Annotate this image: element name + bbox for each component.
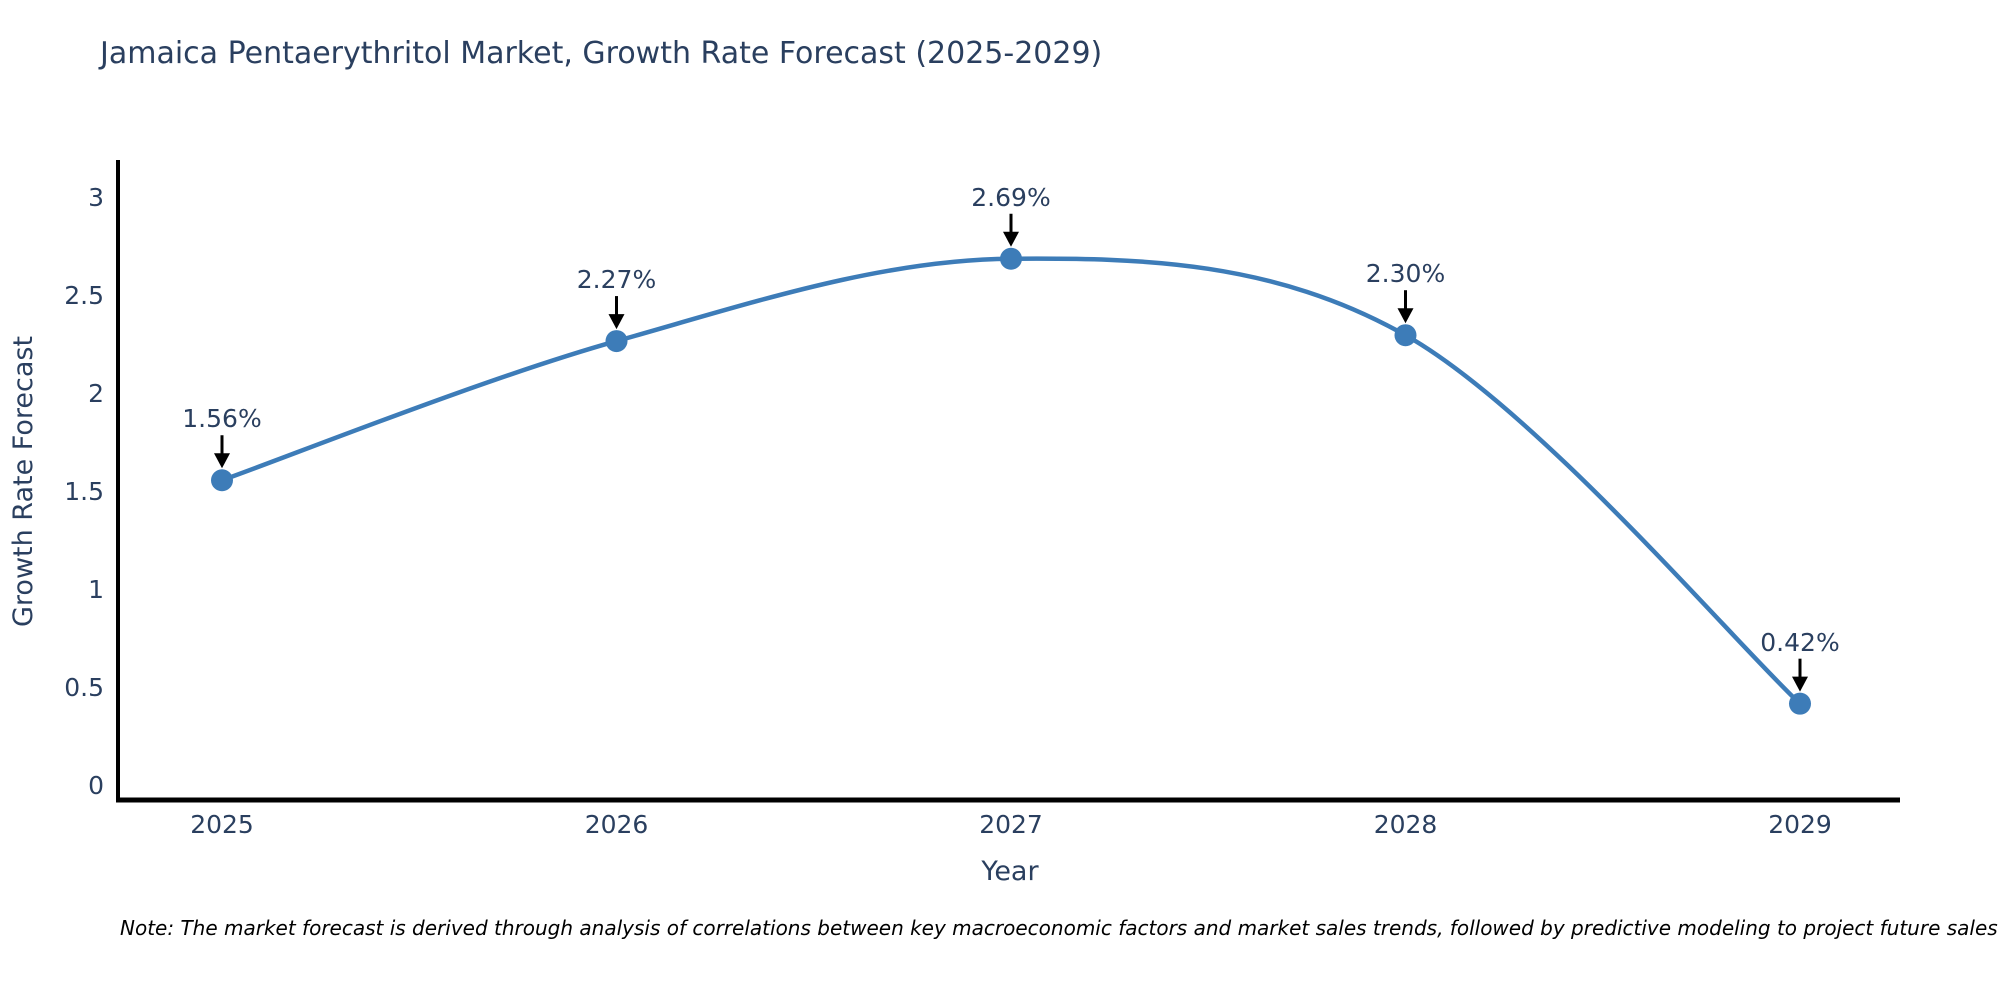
- data-point-value-label: 0.42%: [1760, 627, 1840, 657]
- data-point-value-label: 2.27%: [576, 265, 657, 295]
- annotation-arrowhead-icon: [1792, 676, 1808, 692]
- y-tick-label: 1.5: [64, 477, 104, 506]
- chart-title: Jamaica Pentaerythritol Market, Growth R…: [100, 36, 1103, 71]
- growth-rate-line-series: [221, 256, 1802, 706]
- x-tick-label: 2025: [190, 810, 254, 839]
- annotation-arrowhead-icon: [1397, 308, 1414, 324]
- data-point-marker-2025: [211, 469, 233, 492]
- data-point-value-label: 2.30%: [1365, 259, 1446, 289]
- y-tick-label: 2.5: [64, 281, 104, 310]
- data-point-value-label: 2.69%: [971, 182, 1051, 212]
- y-tick-label: 2: [88, 379, 104, 408]
- data-point-marker-2029: [1789, 692, 1811, 715]
- y-tick-label: 3: [88, 183, 104, 212]
- x-tick-label: 2027: [979, 810, 1043, 839]
- data-point-value-label: 1.56%: [182, 404, 262, 434]
- annotation-arrowhead-icon: [608, 314, 625, 330]
- y-tick-label: 1: [88, 575, 104, 604]
- annotation-arrowhead-icon: [1003, 231, 1019, 247]
- x-tick-label: 2028: [1373, 810, 1438, 839]
- footnote: Note: The market forecast is derived thr…: [120, 916, 1998, 940]
- x-axis-title: Year: [981, 856, 1039, 887]
- y-tick-label: 0.5: [64, 673, 104, 702]
- y-axis-title: Growth Rate Forecast: [8, 335, 39, 627]
- data-point-marker-2026: [605, 330, 628, 353]
- data-point-marker-2028: [1394, 324, 1417, 347]
- annotation-arrowhead-icon: [214, 453, 230, 469]
- x-tick-label: 2029: [1768, 810, 1832, 839]
- data-point-marker-2027: [1000, 247, 1022, 270]
- y-tick-label: 0: [88, 771, 104, 800]
- x-tick-label: 2026: [584, 810, 649, 839]
